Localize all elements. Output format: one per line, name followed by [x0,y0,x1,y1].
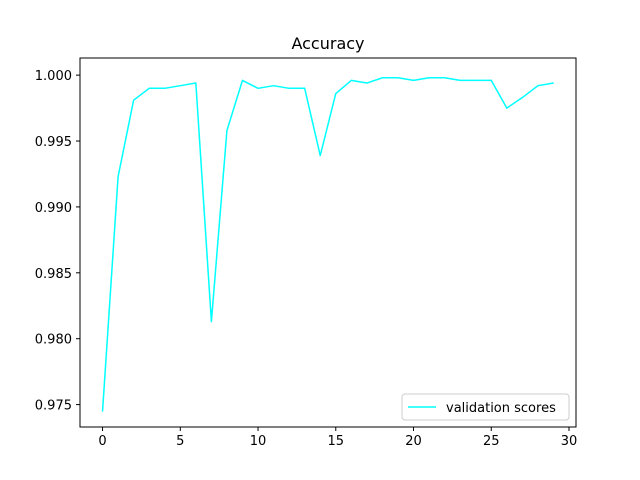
data-point [366,82,368,84]
y-tick-label: 0.985 [35,267,72,282]
data-point [133,99,135,101]
data-point [272,85,275,87]
y-tick-label: 0.995 [35,135,72,150]
data-point [459,79,461,82]
data-point [428,77,430,79]
data-point [521,96,523,99]
legend: validation scores [401,393,570,421]
data-point [195,82,197,84]
data-point [412,79,415,82]
legend-label-validation-scores: validation scores [446,401,556,416]
data-point [397,77,399,79]
data-point [101,410,104,412]
data-point [117,176,119,178]
plot-frame [79,57,577,428]
data-point [179,85,181,87]
data-point [537,85,539,87]
x-tick-label: 0 [98,434,106,449]
x-tick-label: 5 [176,434,184,449]
y-tick-label: 0.975 [35,399,72,414]
data-point [506,107,508,109]
data-point [257,87,259,89]
x-tick-label: 10 [250,434,267,449]
data-point [304,87,306,89]
x-tick-label: 20 [405,434,422,449]
data-point [552,82,555,84]
series-line-validation-scores [101,77,554,412]
data-point [164,87,166,89]
x-tick-label: 25 [483,434,500,449]
data-point [350,79,352,82]
data-point [381,77,384,79]
data-point [335,92,337,95]
axes: 0 5 10 15 20 25 30 0.975 0.980 0.985 0.990 0.995 1.0… [35,69,577,449]
data-point [444,77,446,79]
data-point [148,87,150,89]
data-point [288,87,290,89]
data-point [241,79,244,82]
x-tick-label: 30 [561,434,578,449]
data-point [490,79,492,82]
legend-box [401,393,570,421]
chart-title: Accuracy [291,34,364,53]
y-tick-label: 0.990 [35,201,72,216]
x-tick-label: 15 [328,434,345,449]
data-point [210,320,212,323]
y-tick-label: 0.980 [35,333,72,348]
data-point [319,154,321,157]
series-layer [101,77,555,412]
data-point [475,79,477,82]
y-tick-label: 1.000 [35,69,72,84]
data-point [226,129,228,132]
